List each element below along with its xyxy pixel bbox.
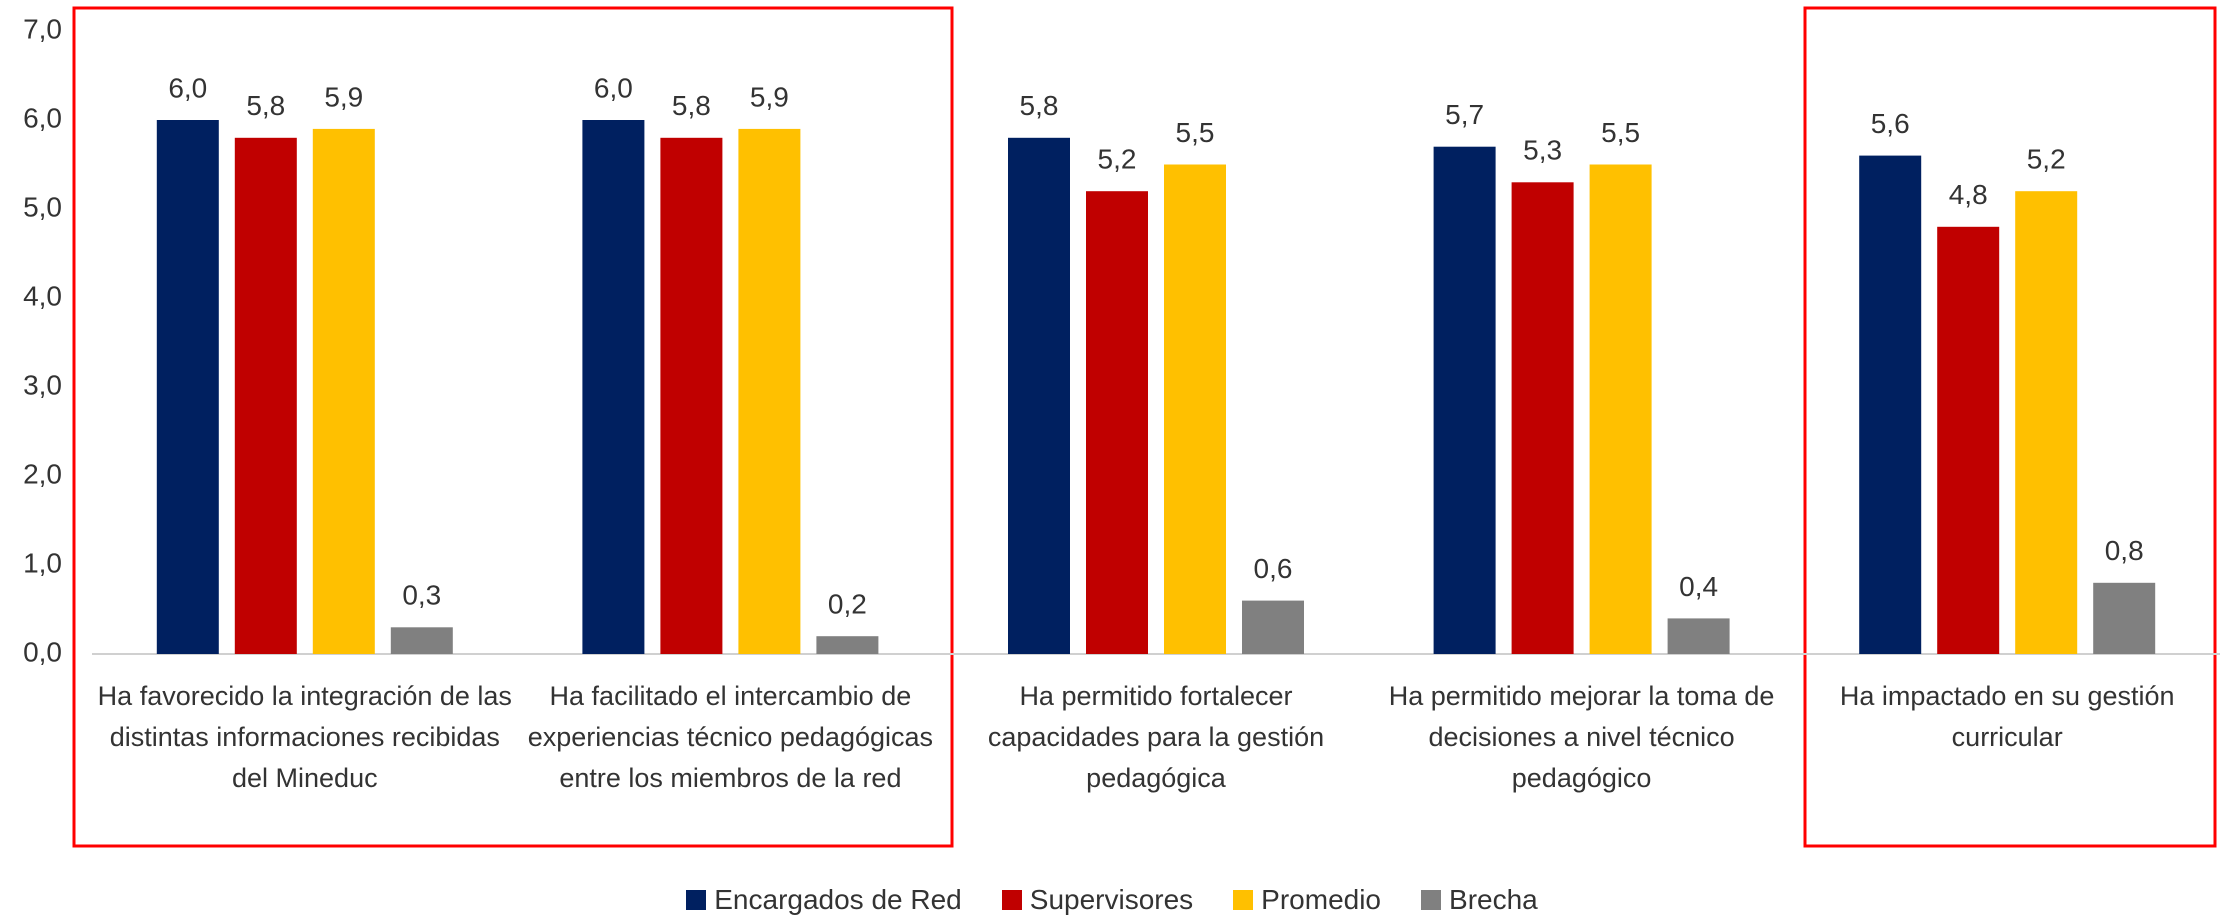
- value-label: 5,9: [324, 81, 363, 112]
- bar: [2093, 582, 2156, 654]
- bar: [660, 137, 723, 655]
- value-label: 4,8: [1949, 179, 1988, 210]
- highlight-box: [72, 6, 954, 848]
- value-label: 5,6: [1871, 108, 1910, 139]
- bar: [1086, 191, 1148, 654]
- x-tick-label: Ha favorecido la integración de las dist…: [97, 681, 512, 793]
- bar: [1667, 618, 1730, 654]
- value-label: 0,3: [402, 580, 441, 611]
- bar: [390, 627, 453, 654]
- value-label: 0,2: [828, 589, 867, 620]
- y-tick-label: 0,0: [23, 636, 62, 667]
- value-label: 0,4: [1679, 571, 1718, 602]
- bar: [1242, 600, 1304, 654]
- bar: [234, 137, 297, 655]
- bar: [1433, 146, 1496, 654]
- bar: [156, 120, 219, 654]
- value-label: 5,2: [2027, 144, 2066, 175]
- bar: [312, 128, 375, 654]
- value-label: 5,7: [1445, 99, 1484, 130]
- legend-item: Brecha: [1421, 884, 1538, 916]
- value-label: 6,0: [168, 72, 207, 103]
- legend-label: Promedio: [1261, 884, 1382, 915]
- value-label: 6,0: [594, 72, 633, 103]
- y-tick-label: 2,0: [23, 458, 62, 489]
- x-tick-label: Ha facilitado el intercambio de experien…: [527, 681, 934, 793]
- y-tick-label: 7,0: [23, 13, 62, 44]
- value-label: 5,8: [1020, 90, 1059, 121]
- y-tick-label: 1,0: [23, 547, 62, 578]
- legend: Encargados de Red Supervisores Promedio Bre…: [0, 884, 2224, 916]
- value-label: 5,3: [1523, 135, 1562, 166]
- y-tick-label: 6,0: [23, 102, 62, 133]
- bar: [1859, 155, 1922, 654]
- value-label: 5,5: [1176, 117, 1215, 148]
- x-tick-label: Ha permitido fortalecer capacidades para…: [987, 681, 1325, 793]
- bar: [1511, 182, 1574, 655]
- bar: [2015, 191, 2078, 654]
- legend-label: Supervisores: [1029, 884, 1194, 915]
- bar: [738, 128, 801, 654]
- value-label: 5,8: [246, 90, 285, 121]
- legend-label: Encargados de Red: [714, 884, 962, 915]
- value-label: 5,9: [750, 81, 789, 112]
- legend-label: Brecha: [1449, 884, 1538, 915]
- legend-swatch: [1233, 890, 1254, 910]
- value-label: 0,8: [2105, 535, 2144, 566]
- y-tick-label: 3,0: [23, 369, 62, 400]
- legend-item: Promedio: [1233, 884, 1381, 916]
- value-label: 5,5: [1601, 117, 1640, 148]
- y-tick-label: 4,0: [23, 280, 62, 311]
- value-label: 5,8: [672, 90, 711, 121]
- x-tick-label: Ha impactado en su gestión curricular: [1839, 681, 2175, 752]
- y-tick-label: 5,0: [23, 191, 62, 222]
- value-label: 5,2: [1098, 144, 1137, 175]
- highlight-box: [1803, 6, 2217, 848]
- x-tick-label: Ha permitido mejorar la toma de decision…: [1388, 681, 1775, 793]
- bar: [1008, 137, 1070, 655]
- bar: [816, 636, 879, 654]
- bar: [1937, 226, 2000, 655]
- legend-swatch: [1421, 890, 1442, 910]
- bar: [582, 120, 645, 654]
- legend-swatch: [686, 890, 707, 910]
- value-label: 0,6: [1254, 553, 1293, 584]
- legend-swatch: [1001, 890, 1022, 910]
- legend-item: Supervisores: [1001, 884, 1194, 916]
- legend-item: Encargados de Red: [686, 884, 962, 916]
- bar: [1164, 164, 1226, 654]
- bar: [1589, 164, 1652, 654]
